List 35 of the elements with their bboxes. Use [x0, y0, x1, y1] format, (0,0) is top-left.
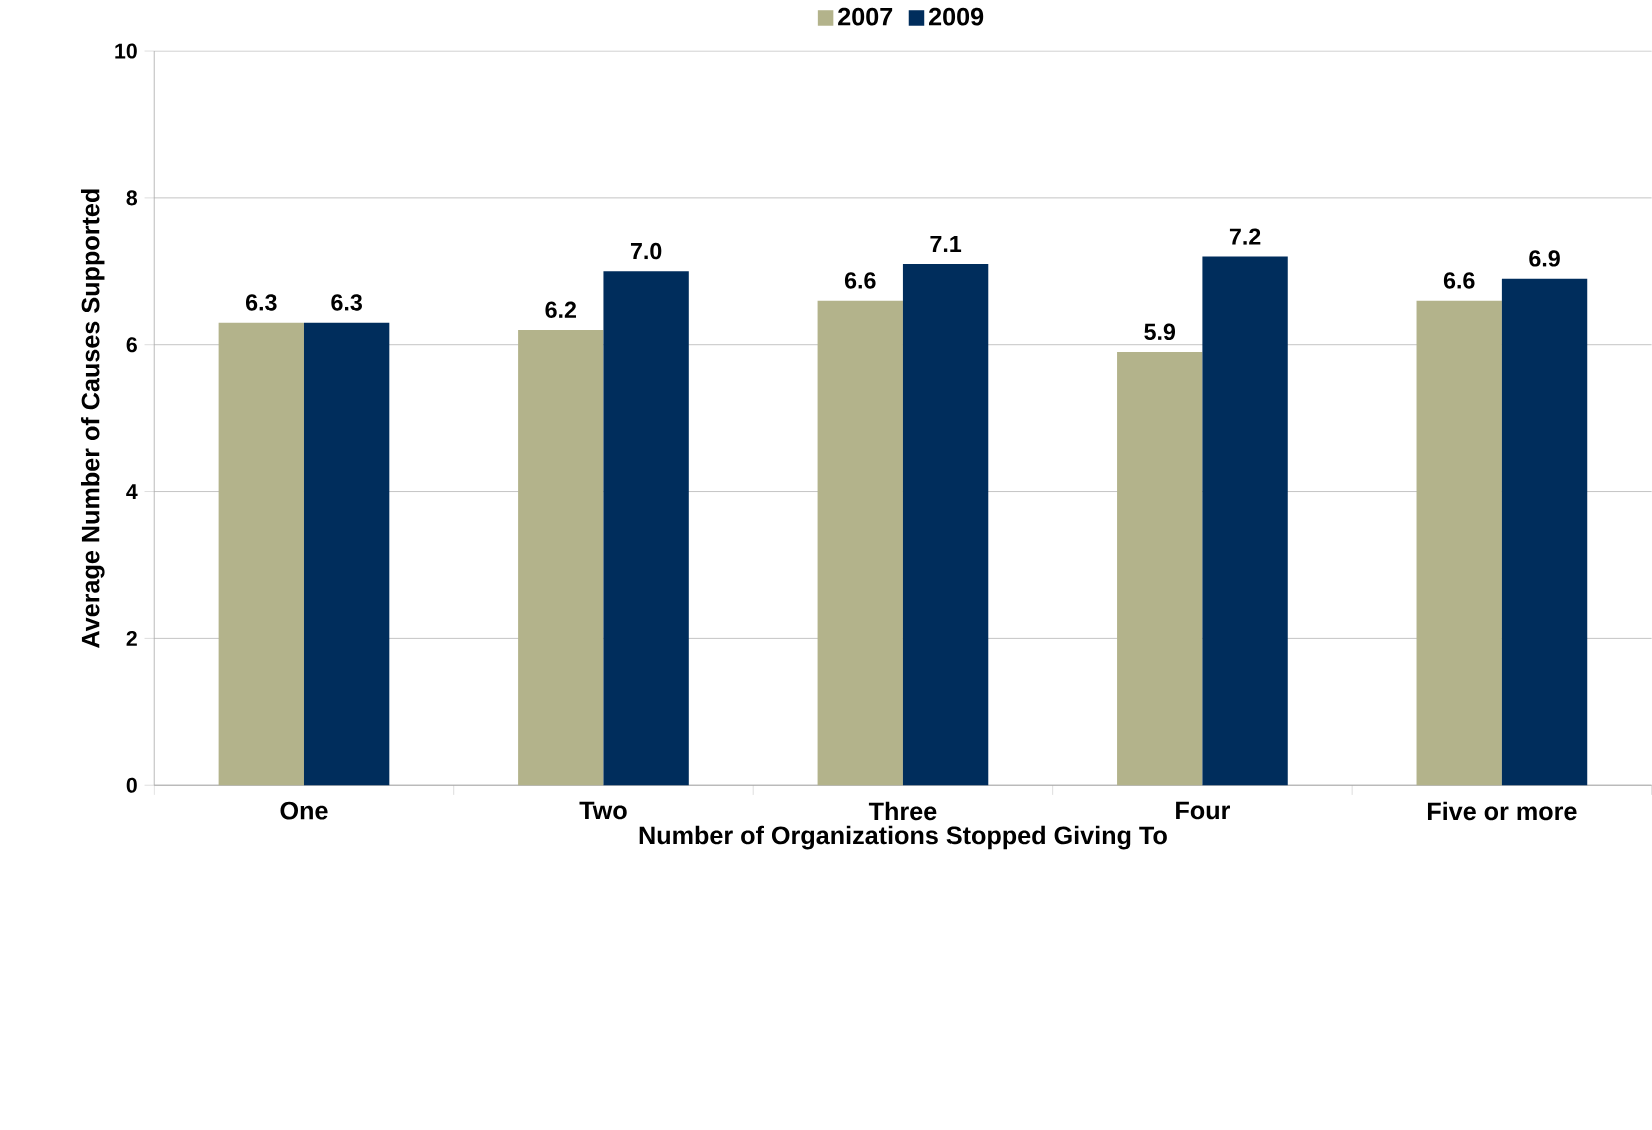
- data-label: 6.6: [844, 272, 876, 289]
- data-label: 6.9: [1529, 250, 1560, 267]
- x-tick-label: Three: [868, 801, 937, 821]
- y-tick-label: 4: [126, 484, 138, 499]
- bar: [218, 322, 304, 786]
- data-label: 6.2: [545, 301, 576, 318]
- data-label: 7.0: [630, 242, 662, 260]
- bar: [518, 329, 604, 786]
- bar: [303, 322, 390, 786]
- y-tick-label: 2: [126, 630, 137, 646]
- bar: [1416, 300, 1502, 786]
- data-label: 7.1: [930, 235, 962, 252]
- bar: [603, 271, 689, 786]
- data-label: 6.3: [331, 294, 362, 311]
- x-tick-label: Four: [1176, 801, 1231, 820]
- data-label: 5.9: [1144, 323, 1176, 340]
- y-tick-label: 6: [126, 337, 137, 353]
- legend-label: 2007: [838, 7, 893, 26]
- data-label: 6.6: [1443, 272, 1475, 289]
- x-tick-label: Two: [579, 801, 627, 820]
- bar: [1117, 351, 1203, 786]
- legend-label: 2009: [928, 7, 984, 26]
- x-tick-label: One: [280, 801, 328, 820]
- bar: [1501, 278, 1588, 786]
- x-axis-title: Number of Organizations Stopped Giving To: [639, 825, 1167, 850]
- bar: [1202, 256, 1288, 786]
- y-tick-label: 10: [115, 43, 137, 59]
- bar: [817, 300, 903, 786]
- data-label: 7.2: [1229, 228, 1261, 245]
- y-axis-title: Average Number of Causes Supported: [80, 189, 105, 648]
- bar: [902, 263, 989, 786]
- x-tick-label: Five or more: [1427, 801, 1577, 821]
- y-tick-label: 0: [126, 777, 137, 793]
- data-label: 6.3: [245, 294, 277, 311]
- y-tick-label: 8: [126, 190, 138, 206]
